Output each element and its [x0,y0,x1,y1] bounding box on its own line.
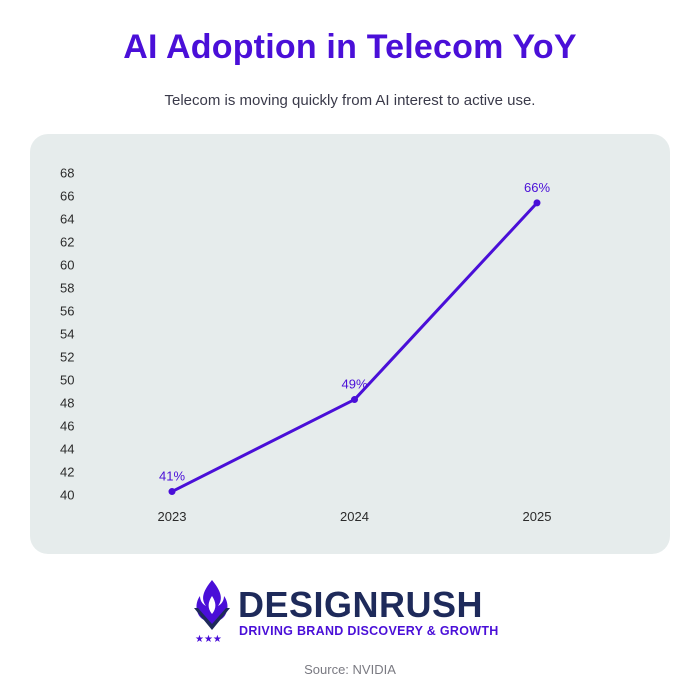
y-tick-label: 68 [60,166,74,181]
y-tick-label: 62 [60,235,74,250]
svg-text:★★★: ★★★ [195,634,222,644]
data-point [168,488,176,496]
y-tick-label: 54 [60,327,74,342]
line-chart: 40 42 44 46 48 50 52 54 56 58 60 62 64 66 68 2023 2024 20… [60,166,552,525]
data-label: 49% [341,377,367,392]
y-tick-label: 42 [60,465,74,480]
y-tick-label: 60 [60,258,74,273]
data-point [351,396,358,404]
data-label: 41% [159,469,185,484]
y-tick-label: 64 [60,212,74,227]
chart-title: AI Adoption in Telecom YoY [123,28,577,66]
data-point [533,199,541,207]
designrush-logo: ★★★ DESIGNRUSH DRIVING BRAND DISCOVERY &… [190,576,520,646]
y-tick-label: 50 [60,373,74,388]
chart-panel: 40 42 44 46 48 50 52 54 56 58 60 62 64 66 68 2023 2024 20… [30,134,670,554]
y-tick-label: 56 [60,304,74,319]
brand-tagline: DRIVING BRAND DISCOVERY & GROWTH [239,624,499,638]
x-tick-label: 2024 [340,509,369,524]
y-tick-label: 58 [60,281,74,296]
y-tick-label: 66 [60,189,74,204]
x-tick-label: 2025 [523,509,552,524]
y-tick-label: 40 [60,488,74,503]
source-note: Source: NVIDIA [304,662,396,677]
y-tick-label: 46 [60,419,74,434]
brand-name: DESIGNRUSH [238,584,484,625]
y-tick-label: 44 [60,442,74,457]
y-tick-label: 52 [60,350,74,365]
chart-subtitle: Telecom is moving quickly from AI intere… [164,92,536,109]
series-line [170,201,539,494]
x-tick-label: 2023 [158,509,187,524]
y-tick-label: 48 [60,396,74,411]
flame-shield-icon: ★★★ [194,580,230,644]
data-label: 66% [524,180,550,195]
